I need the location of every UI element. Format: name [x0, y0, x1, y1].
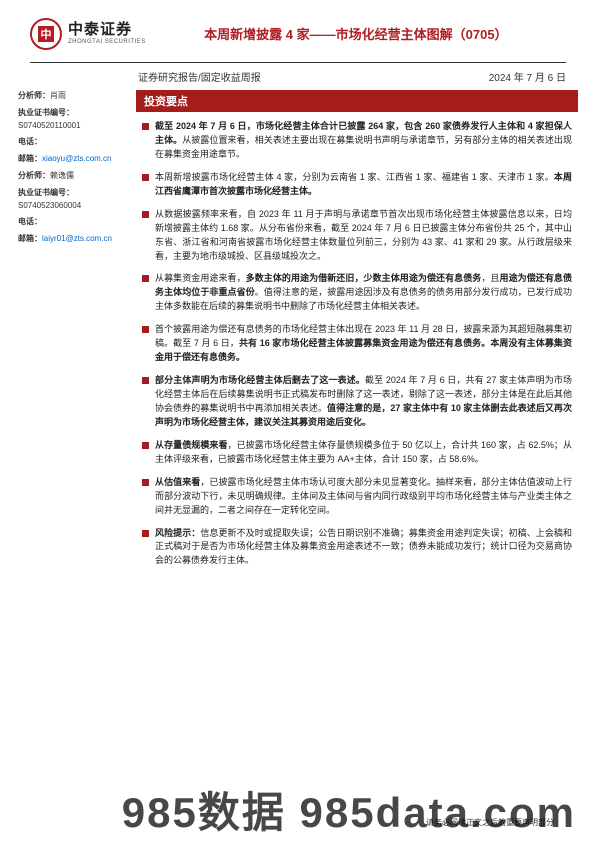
- bullet-marker: [142, 377, 149, 384]
- analyst1-name: 分析师：肖雨: [18, 90, 132, 103]
- logo-en: ZHONGTAI SECURITIES: [68, 39, 146, 46]
- logo-text: 中泰证券 ZHONGTAI SECURITIES: [68, 22, 146, 45]
- bullet-text: 本周新增披露市场化经营主体 4 家，分别为云南省 1 家、江西省 1 家、福建省…: [155, 171, 572, 199]
- bullet-text: 从数据披露频率来看，自 2023 年 11 月于声明与承诺章节首次出现市场化经营…: [155, 208, 572, 264]
- bullet-item: 风险提示：信息更新不及时或提取失误；公告日期识别不准确；募集资金用途判定失误；初…: [142, 527, 572, 569]
- bullet-marker: [142, 211, 149, 218]
- bullet-marker: [142, 530, 149, 537]
- section-heading: 投资要点: [136, 90, 578, 112]
- analyst2-email: 邮箱：laiyr01@zts.com.cn: [18, 233, 132, 246]
- bullet-item: 从募集资金用途来看，多数主体的用途为借新还旧，少数主体用途为偿还有息债务，且用途…: [142, 272, 572, 314]
- sidebar: 分析师：肖雨 执业证书编号：S0740520110001 电话： 邮箱：xiao…: [18, 90, 136, 577]
- analyst2-cert: 执业证书编号：S0740523060004: [18, 187, 132, 213]
- bullet-marker: [142, 479, 149, 486]
- analyst1-tel: 电话：: [18, 136, 132, 149]
- header: 中泰证券 ZHONGTAI SECURITIES 本周新增披露 4 家——市场化…: [0, 0, 596, 58]
- analyst1-email: 邮箱：xiaoyu@zts.com.cn: [18, 153, 132, 166]
- bullet-item: 截至 2024 年 7 月 6 日，市场化经营主体合计已披露 264 家，包含 …: [142, 120, 572, 162]
- title-block: 本周新增披露 4 家——市场化经营主体图解（0705）: [146, 18, 566, 43]
- bullet-marker: [142, 275, 149, 282]
- bullet-item: 从存量债规模来看，已披露市场化经营主体存量债规模多位于 50 亿以上，合计共 1…: [142, 439, 572, 467]
- bullet-item: 从数据披露频率来看，自 2023 年 11 月于声明与承诺章节首次出现市场化经营…: [142, 208, 572, 264]
- bullet-item: 首个披露用途为偿还有息债务的市场化经营主体出现在 2023 年 11 月 28 …: [142, 323, 572, 365]
- logo-cn: 中泰证券: [68, 22, 146, 39]
- body: 分析师：肖雨 执业证书编号：S0740520110001 电话： 邮箱：xiao…: [0, 90, 596, 577]
- report-date: 2024 年 7 月 6 日: [489, 69, 566, 84]
- watermark: 985数据 985data.com: [122, 792, 576, 834]
- logo-block: 中泰证券 ZHONGTAI SECURITIES: [30, 18, 146, 50]
- bullet-marker: [142, 326, 149, 333]
- report-title: 本周新增披露 4 家——市场化经营主体图解（0705）: [146, 24, 566, 43]
- bullet-text: 从募集资金用途来看，多数主体的用途为借新还旧，少数主体用途为偿还有息债务，且用途…: [155, 272, 572, 314]
- subhead-row: 证券研究报告/固定收益周报 2024 年 7 月 6 日: [0, 63, 596, 90]
- bullet-item: 部分主体声明为市场化经营主体后删去了这一表述。截至 2024 年 7 月 6 日…: [142, 374, 572, 430]
- analyst1-cert: 执业证书编号：S0740520110001: [18, 107, 132, 133]
- report-type: 证券研究报告/固定收益周报: [138, 69, 261, 84]
- bullet-marker: [142, 442, 149, 449]
- bullet-text: 从存量债规模来看，已披露市场化经营主体存量债规模多位于 50 亿以上，合计共 1…: [155, 439, 572, 467]
- bullets-list: 截至 2024 年 7 月 6 日，市场化经营主体合计已披露 264 家，包含 …: [136, 120, 578, 568]
- bullet-marker: [142, 174, 149, 181]
- bullet-text: 从估值来看，已披露市场化经营主体市场认可度大部分未见显著变化。抽样来看，部分主体…: [155, 476, 572, 518]
- bullet-text: 部分主体声明为市场化经营主体后删去了这一表述。截至 2024 年 7 月 6 日…: [155, 374, 572, 430]
- logo-icon: [30, 18, 62, 50]
- analyst2-tel: 电话：: [18, 216, 132, 229]
- main-content: 投资要点 截至 2024 年 7 月 6 日，市场化经营主体合计已披露 264 …: [136, 90, 578, 577]
- bullet-text: 截至 2024 年 7 月 6 日，市场化经营主体合计已披露 264 家，包含 …: [155, 120, 572, 162]
- bullet-marker: [142, 123, 149, 130]
- bullet-item: 本周新增披露市场化经营主体 4 家，分别为云南省 1 家、江西省 1 家、福建省…: [142, 171, 572, 199]
- bullet-item: 从估值来看，已披露市场化经营主体市场认可度大部分未见显著变化。抽样来看，部分主体…: [142, 476, 572, 518]
- bullet-text: 首个披露用途为偿还有息债务的市场化经营主体出现在 2023 年 11 月 28 …: [155, 323, 572, 365]
- bullet-text: 风险提示：信息更新不及时或提取失误；公告日期识别不准确；募集资金用途判定失误；初…: [155, 527, 572, 569]
- analyst2-name: 分析师：赖逸儒: [18, 170, 132, 183]
